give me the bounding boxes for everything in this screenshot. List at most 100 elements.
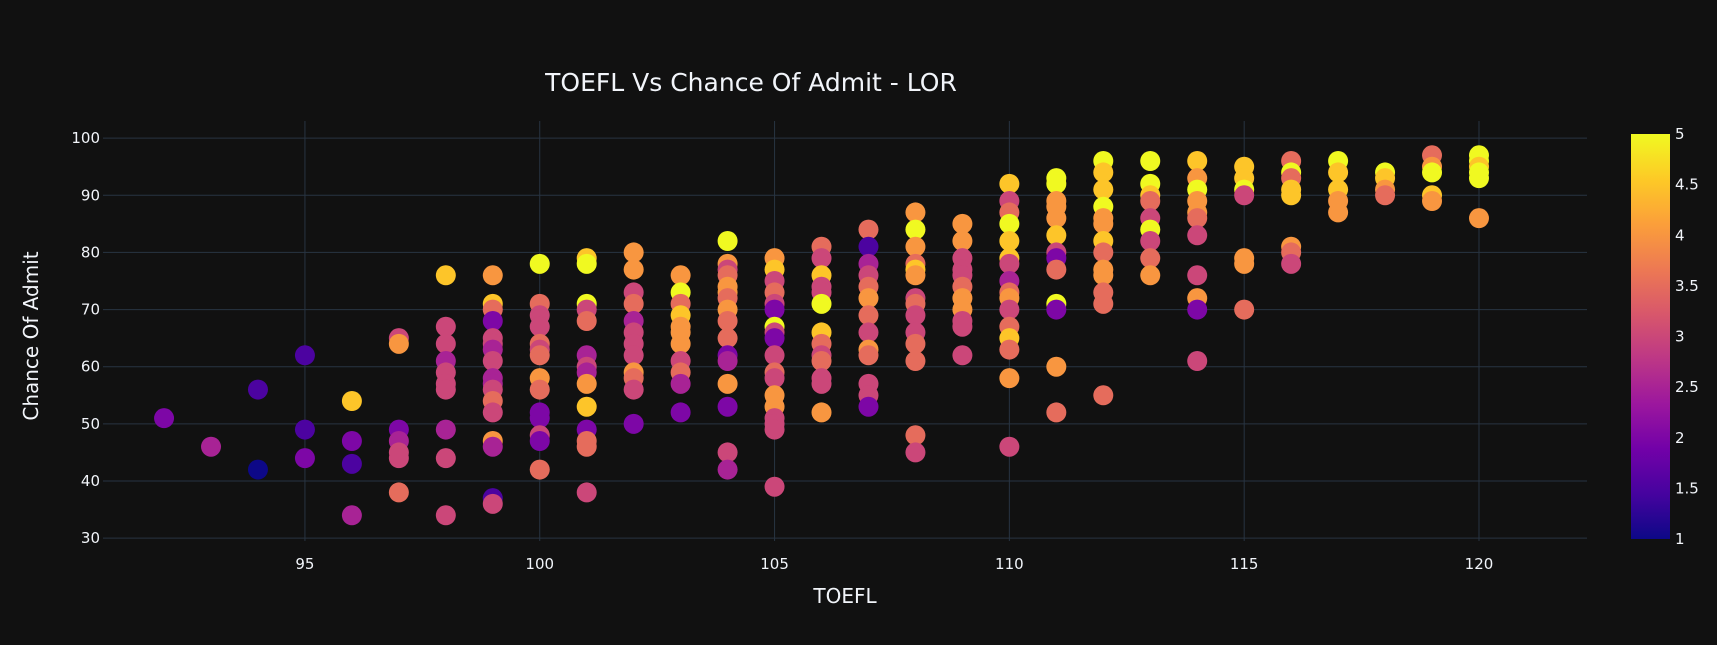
scatter-point bbox=[1046, 356, 1067, 377]
scatter-point bbox=[764, 476, 785, 497]
scatter-point bbox=[1093, 179, 1114, 200]
scatter-point bbox=[623, 413, 644, 434]
scatter-point bbox=[435, 265, 456, 286]
scatter-point bbox=[1046, 259, 1067, 280]
scatter-point bbox=[1187, 208, 1208, 229]
scatter-point bbox=[1187, 225, 1208, 246]
scatter-point bbox=[858, 219, 879, 240]
x-tick-label: 120 bbox=[1465, 555, 1494, 573]
scatter-point bbox=[576, 311, 597, 331]
scatter-point bbox=[1140, 151, 1161, 171]
scatter-point bbox=[858, 236, 879, 257]
scatter-point bbox=[529, 379, 550, 400]
scatter-point bbox=[1187, 299, 1208, 320]
scatter-point bbox=[435, 379, 456, 400]
scatter-point bbox=[905, 425, 926, 446]
scatter-point bbox=[952, 213, 973, 234]
scatter-point bbox=[905, 236, 926, 257]
x-tick-label: 115 bbox=[1230, 555, 1259, 573]
scatter-point bbox=[1093, 385, 1114, 406]
scatter-point bbox=[905, 442, 926, 463]
chart-title: TOEFL Vs Chance Of Admit - LOR bbox=[544, 68, 957, 97]
y-tick-label: 100 bbox=[71, 129, 100, 147]
scatter-point bbox=[201, 436, 222, 457]
y-tick-label: 90 bbox=[81, 186, 100, 204]
scatter-point bbox=[435, 316, 456, 337]
scatter-point bbox=[1328, 162, 1349, 183]
scatter-point bbox=[717, 459, 738, 480]
scatter-point bbox=[858, 322, 879, 343]
scatter-point bbox=[1093, 162, 1114, 183]
scatter-point bbox=[529, 345, 550, 366]
scatter-point bbox=[529, 408, 550, 429]
scatter-point bbox=[670, 373, 691, 394]
scatter-point bbox=[388, 448, 409, 469]
colorbar-tick-label: 3.5 bbox=[1675, 277, 1699, 295]
scatter-point bbox=[858, 345, 879, 366]
scatter-point bbox=[905, 305, 926, 326]
scatter-point bbox=[1187, 265, 1208, 286]
scatter-point bbox=[1140, 191, 1161, 211]
scatter-point bbox=[529, 431, 550, 451]
scatter-point bbox=[1281, 185, 1302, 206]
scatter-point bbox=[1281, 253, 1302, 274]
scatter-point bbox=[999, 436, 1020, 457]
scatter-point bbox=[576, 482, 597, 503]
x-tick-label: 110 bbox=[995, 555, 1024, 573]
scatter-point bbox=[1046, 402, 1067, 423]
scatter-point bbox=[999, 299, 1020, 320]
scatter-point bbox=[1046, 208, 1067, 229]
scatter-point bbox=[670, 402, 691, 423]
scatter-point bbox=[717, 328, 738, 349]
scatter-point bbox=[1187, 151, 1208, 171]
scatter-point bbox=[717, 311, 738, 331]
scatter-point bbox=[1140, 265, 1161, 286]
scatter-point bbox=[764, 328, 785, 349]
scatter-point bbox=[435, 505, 456, 526]
scatter-point bbox=[1422, 162, 1443, 183]
scatter-point bbox=[482, 351, 503, 371]
colorbar-tick-label: 1.5 bbox=[1675, 479, 1699, 497]
y-tick-label: 30 bbox=[81, 529, 100, 547]
scatter-point bbox=[482, 311, 503, 331]
scatter-point bbox=[388, 482, 409, 503]
scatter-point bbox=[811, 373, 832, 394]
x-axis-title: TOEFL bbox=[812, 584, 877, 608]
scatter-point bbox=[294, 419, 315, 440]
scatter-point bbox=[811, 402, 832, 423]
scatter-point bbox=[576, 373, 597, 394]
colorbar-gradient bbox=[1631, 134, 1670, 539]
scatter-point bbox=[341, 391, 362, 411]
scatter-point bbox=[1234, 299, 1255, 320]
scatter-point bbox=[623, 345, 644, 366]
scatter-point bbox=[1187, 351, 1208, 371]
scatter-point bbox=[905, 351, 926, 371]
scatter-point bbox=[858, 396, 879, 417]
scatter-point bbox=[1093, 213, 1114, 234]
scatter-point bbox=[1093, 265, 1114, 286]
scatter-point bbox=[905, 202, 926, 223]
scatter-point bbox=[717, 396, 738, 417]
scatter-point bbox=[1093, 242, 1114, 263]
colorbar: 1 1.5 2 2.5 3 3.5 4 4.5 5 bbox=[1631, 125, 1699, 548]
scatter-point bbox=[1093, 293, 1114, 314]
scatter-point bbox=[670, 333, 691, 354]
scatter-point bbox=[905, 333, 926, 354]
scatter-point bbox=[717, 231, 738, 251]
scatter-point bbox=[999, 231, 1020, 251]
colorbar-tick-label: 2 bbox=[1675, 429, 1685, 447]
scatter-point bbox=[623, 259, 644, 280]
x-tick-label: 100 bbox=[525, 555, 554, 573]
scatter-point bbox=[1046, 173, 1067, 194]
x-tick-label: 95 bbox=[295, 555, 314, 573]
y-tick-label: 50 bbox=[81, 415, 100, 433]
scatter-point bbox=[435, 333, 456, 354]
grid-lines bbox=[103, 121, 1587, 541]
scatter-point bbox=[717, 351, 738, 371]
scatter-point bbox=[576, 436, 597, 457]
scatter-point bbox=[952, 231, 973, 251]
scatter-point bbox=[435, 448, 456, 469]
